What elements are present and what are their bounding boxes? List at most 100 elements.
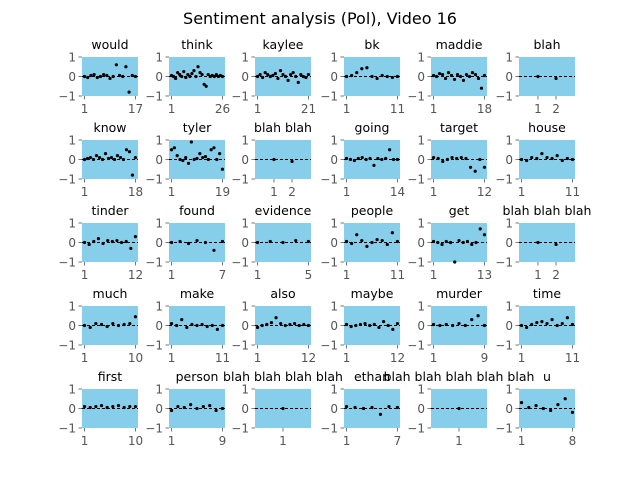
data-point [306, 323, 311, 328]
x-tick-label: 1 [81, 102, 89, 116]
data-point [220, 406, 225, 411]
data-point [192, 69, 196, 73]
data-point [91, 157, 96, 162]
data-point [565, 156, 569, 161]
subplot: kaylee 1 0 −1 1 21 [231, 37, 316, 116]
x-tick-label: 1 [254, 351, 262, 365]
data-point [525, 158, 529, 163]
x-tick-label: 26 [215, 102, 230, 116]
data-point [214, 72, 218, 77]
data-point [171, 74, 176, 79]
subplot-title: people [351, 203, 394, 218]
data-point [431, 155, 436, 160]
data-point [82, 240, 87, 245]
x-tick-label: 14 [390, 185, 405, 199]
x-tick-label: 1 [254, 102, 262, 116]
data-point [453, 260, 457, 264]
data-point [296, 80, 300, 84]
y-tick-label: −1 [58, 256, 76, 270]
data-point [384, 156, 388, 161]
data-point [448, 240, 453, 245]
x-tick-label: 1 [518, 351, 526, 365]
data-point [204, 84, 208, 88]
data-point [188, 74, 192, 79]
subplot-title: time [533, 286, 562, 301]
data-point [105, 405, 109, 410]
data-point [205, 324, 209, 329]
data-point [549, 408, 553, 413]
data-point [212, 248, 216, 252]
y-tick-label: 1 [330, 134, 338, 148]
data-point [535, 156, 539, 161]
data-point [449, 73, 454, 78]
y-tick-label: 1 [505, 134, 513, 148]
data-point [376, 156, 380, 161]
data-point [92, 72, 96, 77]
data-point [395, 321, 400, 326]
data-point [519, 323, 524, 328]
x-tick-label: 7 [219, 268, 227, 282]
x-tick-label: 1 [430, 268, 438, 282]
data-point [108, 76, 112, 81]
data-point [124, 148, 129, 152]
y-tick-label: 1 [155, 134, 163, 148]
data-point [356, 156, 360, 161]
data-point [265, 322, 269, 327]
data-point [88, 325, 92, 330]
data-point [186, 161, 191, 165]
subplot: maddie 1 0 −1 1 18 [407, 37, 492, 116]
y-tick-label: 1 [68, 134, 76, 148]
data-point [210, 323, 214, 328]
data-point [387, 404, 391, 409]
data-point [82, 323, 87, 328]
data-point [370, 240, 374, 245]
data-point [202, 82, 206, 86]
data-point [297, 323, 301, 328]
data-point [535, 320, 539, 325]
data-point [470, 71, 475, 75]
data-point [289, 72, 293, 77]
data-point [461, 78, 466, 82]
data-point [349, 324, 353, 329]
data-point [129, 246, 133, 250]
data-point [133, 404, 138, 409]
data-point [457, 238, 461, 243]
x-tick-label: 19 [215, 185, 230, 199]
data-point [365, 66, 369, 70]
subplot: ethan 1 0 −1 1 7 [320, 369, 401, 448]
data-point [434, 74, 439, 79]
data-point [111, 404, 115, 409]
subplot-title: tinder [91, 203, 129, 218]
data-point [350, 241, 354, 246]
data-point [195, 238, 199, 243]
data-point [385, 242, 389, 247]
data-point [458, 74, 463, 79]
data-point [441, 159, 445, 164]
data-point [169, 408, 174, 413]
y-tick-label: −1 [145, 173, 163, 187]
data-point [360, 155, 364, 160]
data-point [380, 157, 384, 162]
y-tick-label: 0 [241, 402, 249, 416]
x-tick-label: 11 [565, 185, 580, 199]
x-tick-label: 11 [390, 102, 405, 116]
data-point [358, 322, 363, 327]
data-point [478, 227, 482, 231]
data-point [189, 403, 193, 407]
data-point [206, 72, 210, 77]
y-tick-label: 0 [155, 319, 163, 333]
data-point [360, 238, 364, 243]
y-tick-label: 1 [417, 300, 425, 314]
subplot: target 1 0 −1 1 12 [407, 120, 492, 199]
data-point [180, 318, 184, 322]
data-point [348, 157, 353, 162]
data-point [203, 240, 208, 245]
x-tick-label: 12 [301, 351, 316, 365]
data-point [292, 321, 297, 326]
subplot: would 1 0 −1 1 17 [58, 37, 143, 116]
data-point [271, 73, 275, 78]
